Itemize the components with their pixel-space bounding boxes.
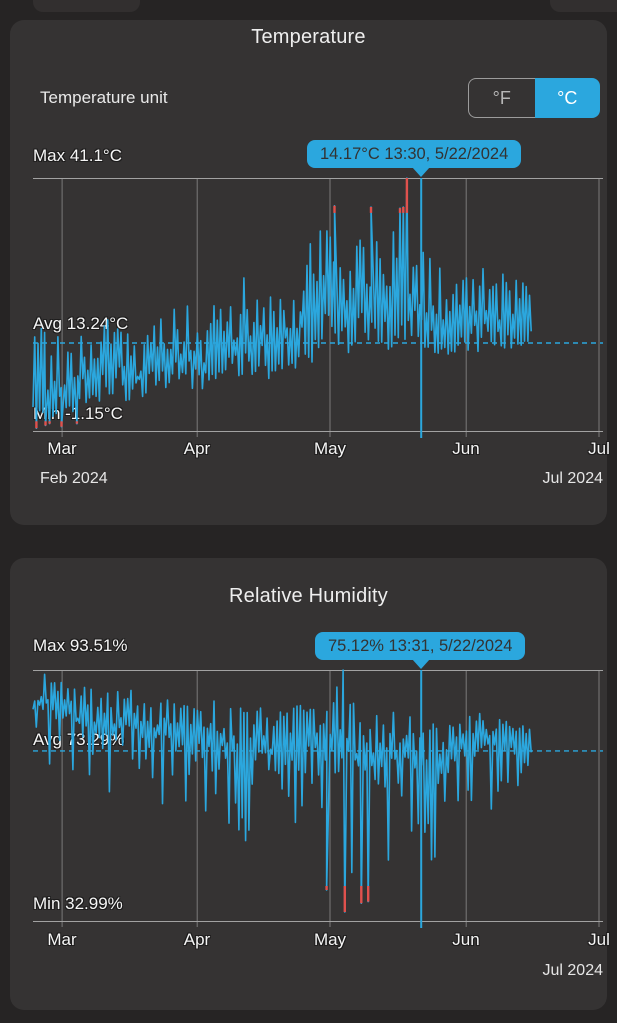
humidity-chart[interactable] xyxy=(32,669,603,928)
x-axis-tick: Jul xyxy=(588,930,610,949)
x-axis-tick: Jun xyxy=(452,439,480,458)
x-axis-tick: Jul xyxy=(588,439,610,458)
temperature-tooltip-text: 14.17°C 13:30, 5/22/2024 xyxy=(320,145,509,163)
humidity-card-title: Relative Humidity xyxy=(228,585,388,607)
range-start-label: Feb 2024 xyxy=(40,470,108,487)
x-axis-tick: Apr xyxy=(183,439,211,458)
temperature-card-title: Temperature xyxy=(251,26,366,48)
x-axis-tick: Mar xyxy=(47,930,77,949)
humidity-tooltip: 75.12% 13:31, 5/22/2024 xyxy=(315,632,526,669)
temperature-unit-label: Temperature unit xyxy=(40,88,168,107)
x-axis-tick: Mar xyxy=(47,439,77,458)
tooltip-pointer-icon xyxy=(412,167,430,177)
x-axis-tick: May xyxy=(313,439,347,458)
tooltip-pointer-icon xyxy=(412,659,430,669)
range-end-label: Jul 2024 xyxy=(542,470,604,487)
cutoff-element-top-right xyxy=(550,0,617,12)
temperature-max-label: Max 41.1°C xyxy=(33,146,123,165)
celsius-button[interactable]: °C xyxy=(534,78,600,118)
cutoff-element-top-left xyxy=(33,0,140,12)
humidity-card: Relative Humidity Max 93.51% 75.12% 13:3… xyxy=(10,558,610,1010)
temperature-unit-toggle: °F °C xyxy=(468,78,600,118)
fahrenheit-button[interactable]: °F xyxy=(468,78,535,118)
x-axis-tick: May xyxy=(313,930,347,949)
temperature-chart[interactable] xyxy=(32,177,603,438)
x-axis-tick: Apr xyxy=(183,930,211,949)
humidity-max-label: Max 93.51% xyxy=(33,636,128,655)
humidity-min-label: Min 32.99% xyxy=(33,894,123,913)
range-end-label: Jul 2024 xyxy=(542,962,604,979)
temperature-tooltip: 14.17°C 13:30, 5/22/2024 xyxy=(307,140,522,177)
humidity-tooltip-text: 75.12% 13:31, 5/22/2024 xyxy=(328,637,513,655)
x-axis-tick: Jun xyxy=(452,930,480,949)
temperature-card: Temperature Temperature unit °F °C Max 4… xyxy=(10,20,610,525)
